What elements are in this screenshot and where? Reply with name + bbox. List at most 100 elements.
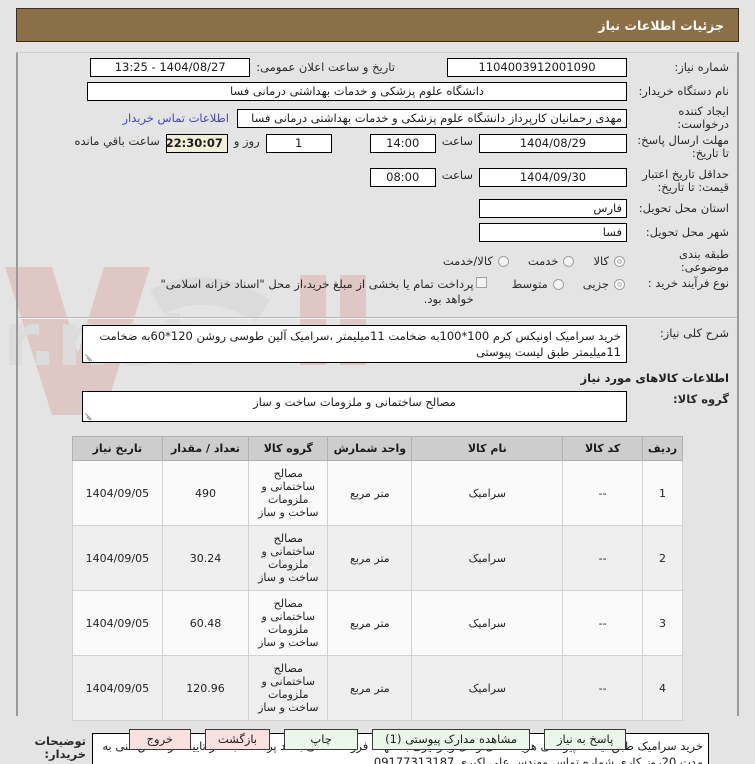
price-validity-time: 08:00 — [369, 168, 436, 187]
purchase-type-option-1-label: متوسط — [511, 277, 548, 291]
col-unit: واحد شمارش — [327, 436, 413, 461]
form-area: شماره نیاز: 1104003912001090 تاریخ و ساع… — [18, 53, 737, 764]
table-row: 1 -- سرامیک متر مربع مصالح ساختمانی و مل… — [72, 460, 684, 526]
treasury-checkbox-label: پرداخت تمام یا بخشی از مبلغ خرید،از محل … — [160, 277, 474, 306]
cell-unit: متر مربع — [327, 525, 413, 591]
product-group-value[interactable]: مصالح ساختمانی و ملزومات ساخت و ساز — [82, 391, 627, 422]
cell-code: -- — [562, 590, 643, 656]
radio-icon[interactable] — [497, 255, 509, 267]
cell-date: 1404/09/05 — [72, 460, 163, 526]
category-option-1[interactable]: خدمت — [525, 254, 577, 268]
bottom-button-bar: پاسخ به نیاز مشاهده مدارک پیوستی (1) چاپ… — [0, 729, 755, 750]
category-option-2-label: کالا/خدمت — [442, 254, 493, 268]
purchase-type-option-1[interactable]: متوسط — [509, 277, 566, 291]
category-option-0-label: کالا — [593, 254, 609, 268]
announce-datetime-value: 1404/08/27 - 13:25 — [90, 58, 251, 77]
row-delivery-province: استان محل تحویل: فارس — [18, 198, 737, 219]
purchase-type-label: نوع فرآیند خرید : — [647, 276, 729, 290]
buyer-org-value: دانشگاه علوم پزشکی و خدمات بهداشتی درمان… — [87, 82, 627, 101]
price-validity-date: 1404/09/30 — [479, 168, 627, 187]
delivery-province-label: استان محل تحویل: — [638, 201, 729, 215]
exit-button[interactable]: خروج — [128, 729, 191, 750]
general-desc-value[interactable]: خرید سرامیک اونیکس کرم 100*100به ضخامت 1… — [82, 325, 627, 363]
cell-group: مصالح ساختمانی و ملزومات ساخت و ساز — [248, 655, 329, 721]
cell-unit: متر مربع — [327, 655, 413, 721]
cell-unit: متر مربع — [327, 590, 413, 656]
table-header-row: ردیف کد کالا نام کالا واحد شمارش گروه کا… — [72, 436, 684, 461]
response-deadline-date: 1404/08/29 — [479, 134, 627, 153]
delivery-city-value: فسا — [479, 223, 627, 242]
cell-code: -- — [562, 525, 643, 591]
col-code: کد کالا — [562, 436, 643, 461]
radio-icon[interactable] — [614, 255, 625, 267]
category-option-2[interactable]: کالا/خدمت — [440, 254, 511, 268]
announce-datetime-label: تاریخ و ساعت اعلان عمومی: — [256, 60, 395, 74]
row-price-validity: حداقل تاریخ اعتبار قیمت: تا تاریخ: 1404/… — [18, 168, 737, 194]
cell-radif: 2 — [641, 525, 684, 591]
row-buyer-org: نام دستگاه خریدار: دانشگاه علوم پزشکی و … — [18, 81, 737, 102]
col-date: تاریخ نیاز — [72, 436, 163, 461]
cell-date: 1404/09/05 — [72, 525, 163, 591]
cell-qty: 60.48 — [161, 590, 250, 656]
requester-label: ایجاد کننده درخواست: — [677, 104, 729, 131]
print-button[interactable]: چاپ — [284, 729, 359, 750]
row-response-deadline: مهلت ارسال پاسخ: تا تاریخ: 1404/08/29 سا… — [18, 134, 737, 160]
remaining-time: 22:30:07 — [165, 134, 228, 153]
requester-value: مهدی رحمانیان کارپرداز دانشگاه علوم پزشک… — [237, 108, 627, 128]
cell-name: سرامیک — [411, 525, 564, 591]
product-group-label: گروه کالا: — [673, 392, 729, 406]
page-title: جزئیات اطلاعات نیاز — [598, 17, 724, 33]
cell-date: 1404/09/05 — [72, 655, 163, 721]
row-general-desc: شرح کلی نیاز: خرید سرامیک اونیکس کرم 100… — [18, 325, 737, 363]
buyer-notes-label: توضیحات خریدار: — [34, 734, 87, 761]
need-number-value: 1104003912001090 — [447, 58, 627, 77]
cell-radif: 1 — [641, 460, 684, 526]
table-row: 4 -- سرامیک متر مربع مصالح ساختمانی و مل… — [72, 655, 684, 721]
cell-group: مصالح ساختمانی و ملزومات ساخت و ساز — [248, 460, 329, 526]
buyer-org-label: نام دستگاه خریدار: — [638, 84, 729, 98]
cell-qty: 490 — [161, 460, 250, 526]
row-category: طبقه بندی موضوعی: کالا خدمت کالا/خدمت — [18, 248, 737, 274]
need-number-label: شماره نیاز: — [674, 60, 729, 74]
radio-icon[interactable] — [552, 278, 564, 290]
cell-date: 1404/09/05 — [72, 590, 163, 656]
view-attachments-button[interactable]: مشاهده مدارک پیوستی (1) — [372, 729, 530, 750]
general-desc-text: خرید سرامیک اونیکس کرم 100*100به ضخامت 1… — [99, 329, 621, 359]
general-desc-label: شرح کلی نیاز: — [659, 326, 729, 340]
back-button[interactable]: بازگشت — [204, 729, 271, 750]
category-option-0[interactable]: کالا — [590, 254, 627, 268]
divider — [18, 317, 737, 319]
col-name: نام کالا — [411, 436, 564, 461]
main-panel: شماره نیاز: 1104003912001090 تاریخ و ساع… — [16, 52, 739, 764]
items-table-body: 1 -- سرامیک متر مربع مصالح ساختمانی و مل… — [72, 460, 684, 721]
buyer-contact-link[interactable]: اطلاعات تماس خریدار — [122, 111, 229, 125]
treasury-checkbox[interactable] — [475, 277, 487, 288]
radio-icon[interactable] — [614, 278, 625, 290]
cell-radif: 3 — [641, 590, 684, 656]
radio-icon[interactable] — [563, 255, 575, 267]
window-title-bar: جزئیات اطلاعات نیاز — [16, 8, 739, 42]
delivery-province-value: فارس — [479, 199, 627, 218]
row-delivery-city: شهر محل تحویل: فسا — [18, 222, 737, 243]
respond-button[interactable]: پاسخ به نیاز — [544, 729, 627, 750]
cell-name: سرامیک — [411, 590, 564, 656]
cell-name: سرامیک — [411, 460, 564, 526]
purchase-type-option-0[interactable]: جزیی — [580, 277, 627, 291]
hour-label-1: ساعت — [441, 134, 473, 148]
purchase-type-option-0-label: جزیی — [582, 277, 609, 291]
cell-group: مصالح ساختمانی و ملزومات ساخت و ساز — [248, 590, 329, 656]
product-group-text: مصالح ساختمانی و ملزومات ساخت و ساز — [253, 395, 456, 409]
col-qty: تعداد / مقدار — [161, 436, 250, 461]
resize-grip-icon[interactable] — [85, 353, 93, 361]
delivery-city-label: شهر محل تحویل: — [645, 225, 729, 239]
resize-grip-icon[interactable] — [85, 412, 93, 420]
price-validity-label: حداقل تاریخ اعتبار قیمت: تا تاریخ: — [642, 167, 729, 194]
hour-label-2: ساعت — [441, 168, 473, 182]
col-group: گروه کالا — [248, 436, 329, 461]
row-requester: ایجاد کننده درخواست: مهدی رحمانیان کارپر… — [18, 105, 737, 131]
col-radif: ردیف — [641, 436, 684, 461]
row-purchase-type: نوع فرآیند خرید : جزیی متوسط پرداخت تمام… — [18, 277, 737, 307]
row-need-number: شماره نیاز: 1104003912001090 تاریخ و ساع… — [18, 57, 737, 78]
category-option-1-label: خدمت — [527, 254, 559, 268]
